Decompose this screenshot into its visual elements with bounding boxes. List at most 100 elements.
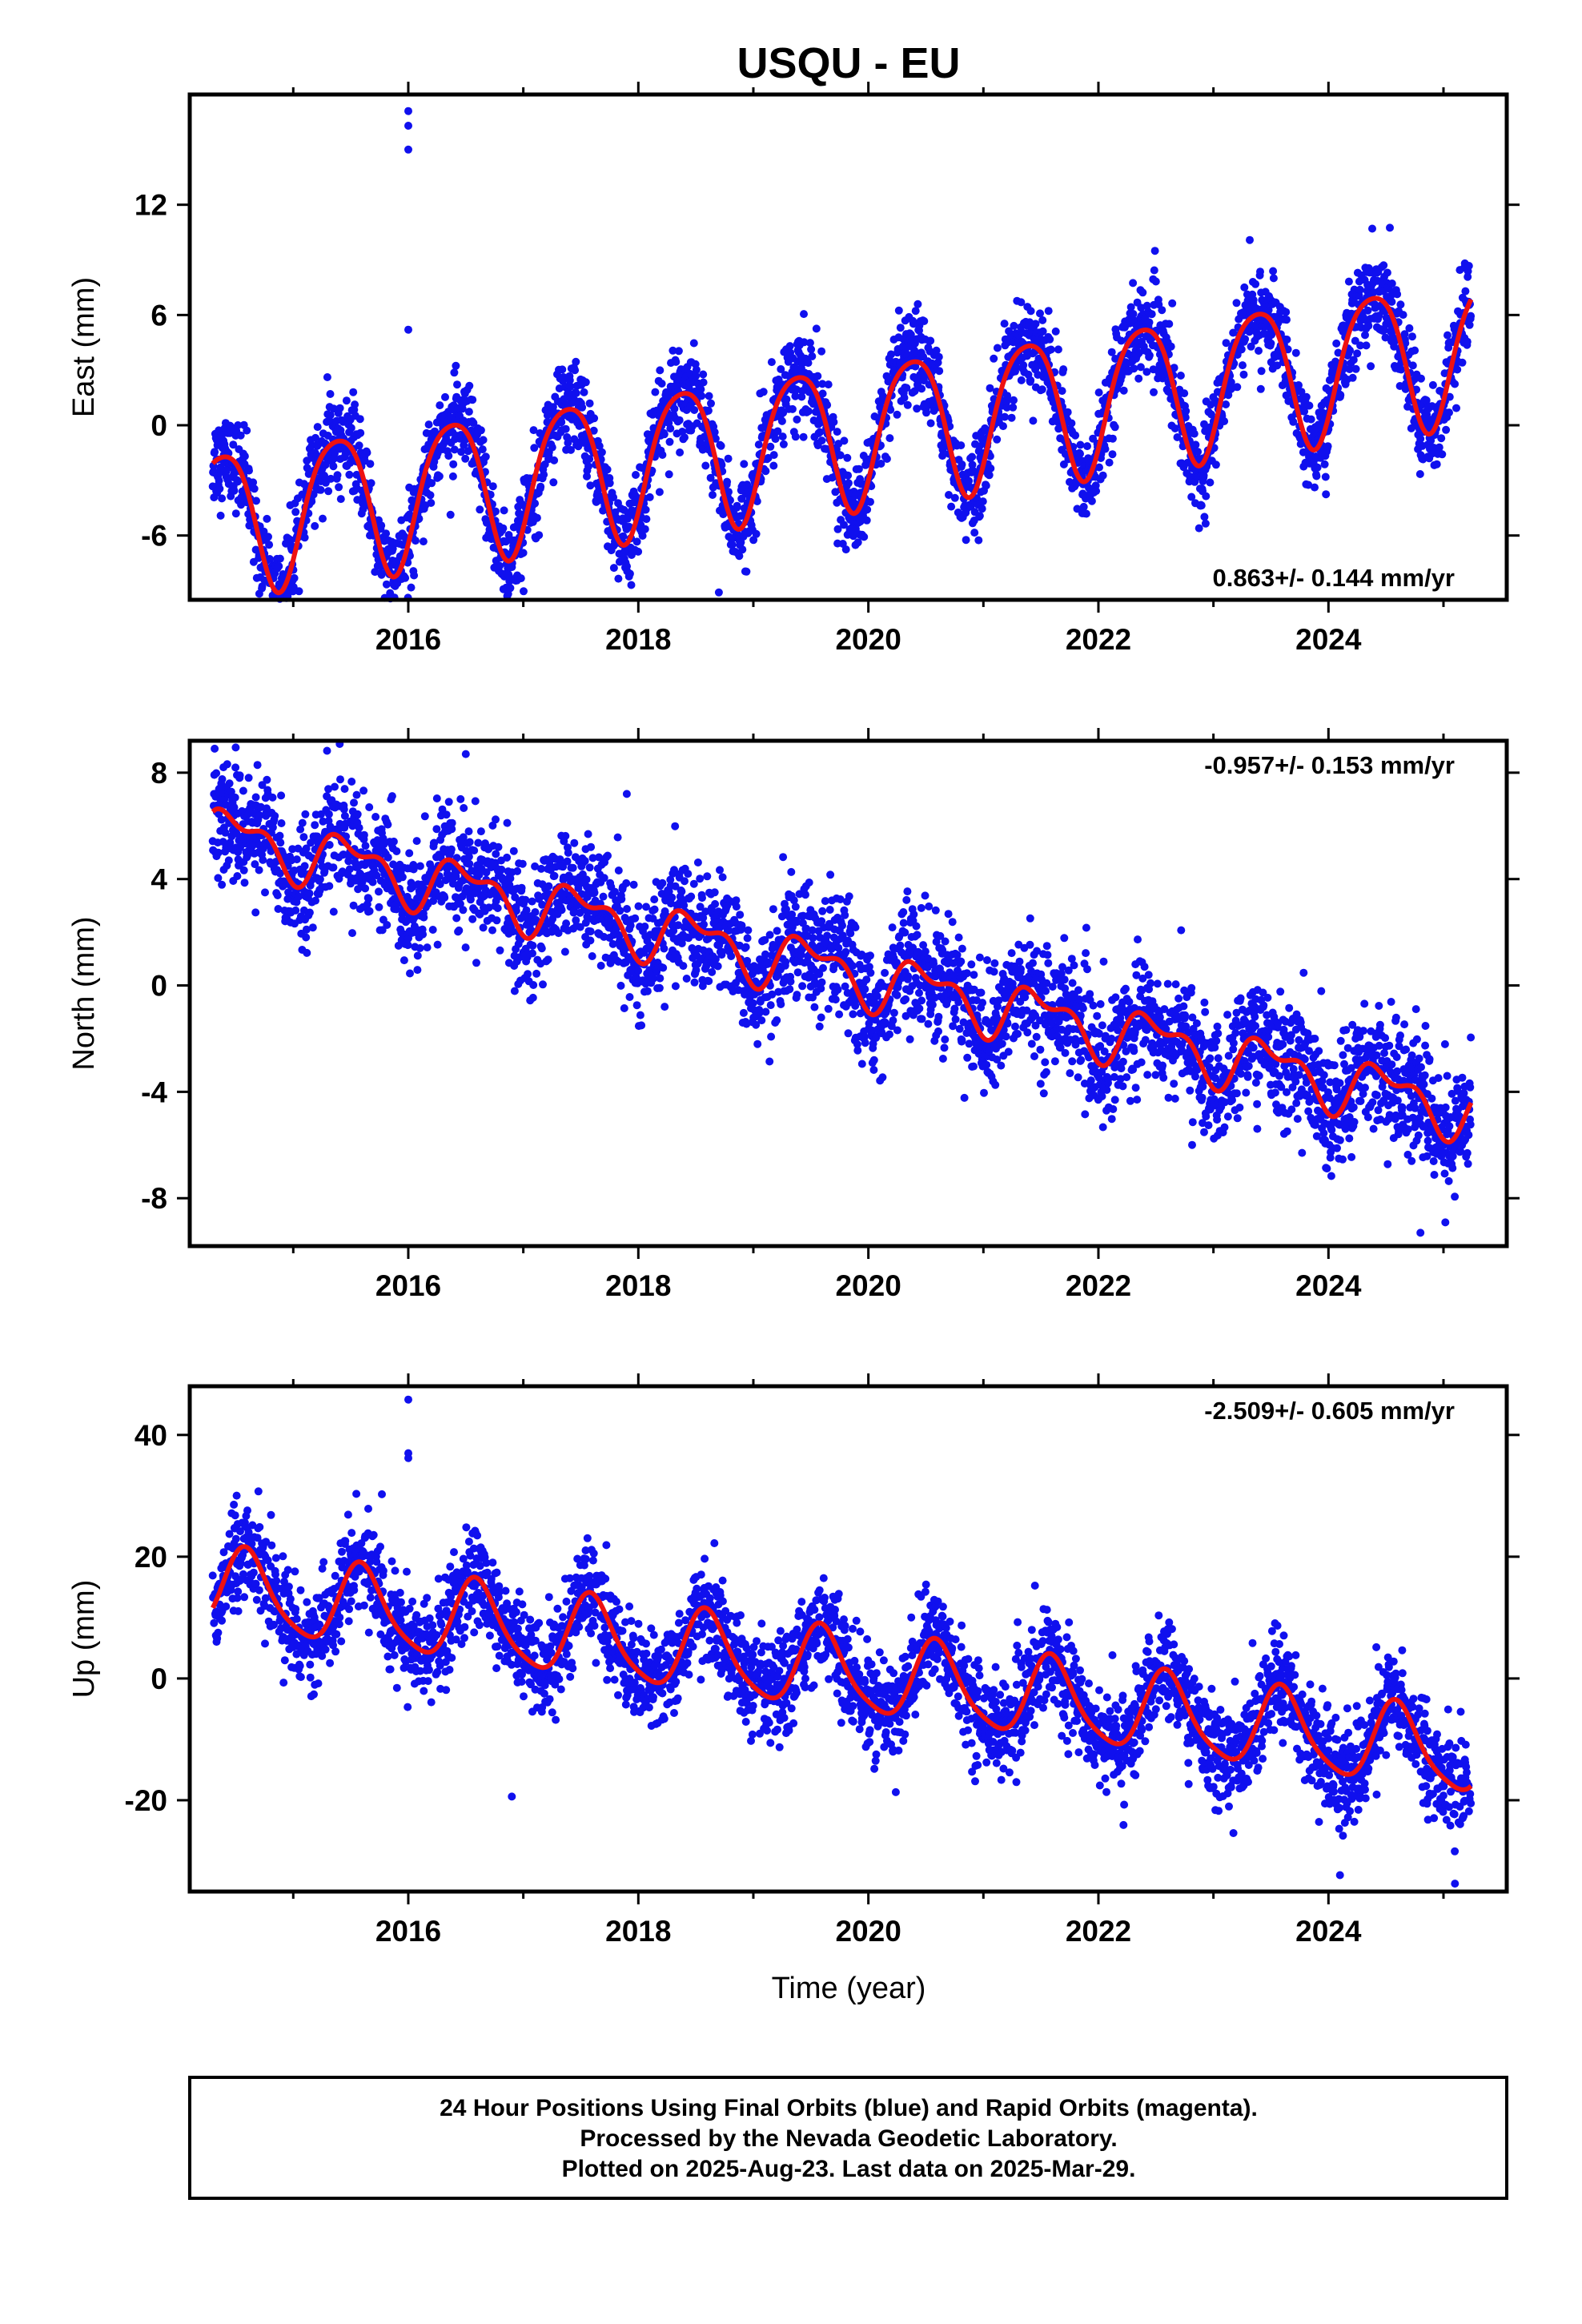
data-point <box>1464 262 1473 270</box>
data-point <box>926 419 935 428</box>
data-point <box>793 415 801 424</box>
data-point <box>791 432 800 441</box>
data-point <box>900 393 909 402</box>
data-point <box>682 975 691 983</box>
data-point <box>516 574 525 583</box>
data-point <box>359 786 368 795</box>
data-point <box>400 956 408 965</box>
north-data-points <box>208 740 1476 1237</box>
data-point <box>1353 349 1362 358</box>
data-point <box>1239 370 1248 379</box>
data-point <box>571 366 580 375</box>
data-point <box>311 821 319 830</box>
data-point <box>561 424 570 433</box>
data-point <box>1190 429 1199 438</box>
data-point <box>301 810 310 818</box>
data-point <box>435 472 444 480</box>
data-point <box>216 511 225 520</box>
data-point <box>1232 299 1241 308</box>
x-tick-label: 2022 <box>1066 623 1131 656</box>
data-point <box>1076 440 1085 449</box>
data-point <box>517 883 526 892</box>
data-point <box>557 418 566 427</box>
data-point <box>1256 267 1264 276</box>
outlier-point <box>404 122 412 130</box>
data-point <box>424 420 433 429</box>
data-point <box>364 895 373 903</box>
data-point <box>275 562 283 570</box>
data-point <box>603 465 612 474</box>
data-point <box>528 941 537 950</box>
data-point <box>738 545 747 554</box>
data-point <box>558 365 567 374</box>
data-point <box>1083 442 1091 451</box>
data-point <box>426 491 435 500</box>
data-point <box>779 440 788 448</box>
data-point <box>416 944 424 952</box>
data-point <box>407 583 416 592</box>
data-point <box>650 895 659 904</box>
y-tick-label: 0 <box>151 409 167 442</box>
data-point <box>476 827 485 836</box>
data-point <box>970 529 979 537</box>
data-point <box>336 495 345 504</box>
data-point <box>335 483 343 492</box>
data-point <box>325 882 334 891</box>
data-point <box>302 933 311 942</box>
data-point <box>1098 471 1107 480</box>
data-point <box>303 948 311 957</box>
data-point <box>752 529 761 538</box>
data-point <box>913 300 922 308</box>
data-point <box>1408 361 1417 370</box>
data-point <box>1036 309 1044 318</box>
data-point <box>893 410 901 419</box>
data-point <box>1307 415 1315 424</box>
data-point <box>1176 372 1185 380</box>
data-point <box>1452 404 1460 412</box>
data-point <box>218 880 227 889</box>
data-point <box>707 399 715 408</box>
data-point <box>677 887 686 896</box>
data-point <box>1147 310 1156 319</box>
data-point <box>275 831 284 840</box>
data-point <box>292 855 301 864</box>
data-point <box>627 581 636 589</box>
data-point <box>710 888 719 897</box>
data-point <box>1393 290 1402 299</box>
data-point <box>1256 384 1265 393</box>
data-point <box>320 471 328 480</box>
data-point <box>494 842 503 851</box>
data-point <box>383 921 391 929</box>
data-point <box>229 440 238 449</box>
data-point <box>214 874 223 883</box>
data-point <box>665 437 674 446</box>
data-point <box>326 390 335 398</box>
data-point <box>711 899 720 908</box>
data-point <box>273 891 282 899</box>
data-point <box>245 466 253 475</box>
data-point <box>1191 440 1200 449</box>
data-point <box>681 433 689 442</box>
data-point <box>255 866 263 875</box>
data-point <box>401 573 410 582</box>
data-point <box>452 914 461 923</box>
data-point <box>521 895 530 904</box>
data-point <box>459 906 468 915</box>
data-point <box>1291 348 1300 357</box>
data-point <box>1432 460 1441 468</box>
x-tick-label: 2018 <box>605 623 671 656</box>
data-point <box>885 434 894 443</box>
data-point <box>471 797 480 806</box>
data-point <box>1017 376 1026 384</box>
east-rate-label: 0.863+/- 0.144 mm/yr <box>1213 564 1455 592</box>
data-point <box>841 545 850 554</box>
data-point <box>993 344 1002 352</box>
data-point <box>692 365 701 374</box>
data-point <box>503 853 512 862</box>
data-point <box>699 370 708 379</box>
data-point <box>1038 385 1046 394</box>
data-point <box>1031 320 1040 328</box>
data-point <box>590 888 599 897</box>
data-point <box>1082 509 1090 518</box>
